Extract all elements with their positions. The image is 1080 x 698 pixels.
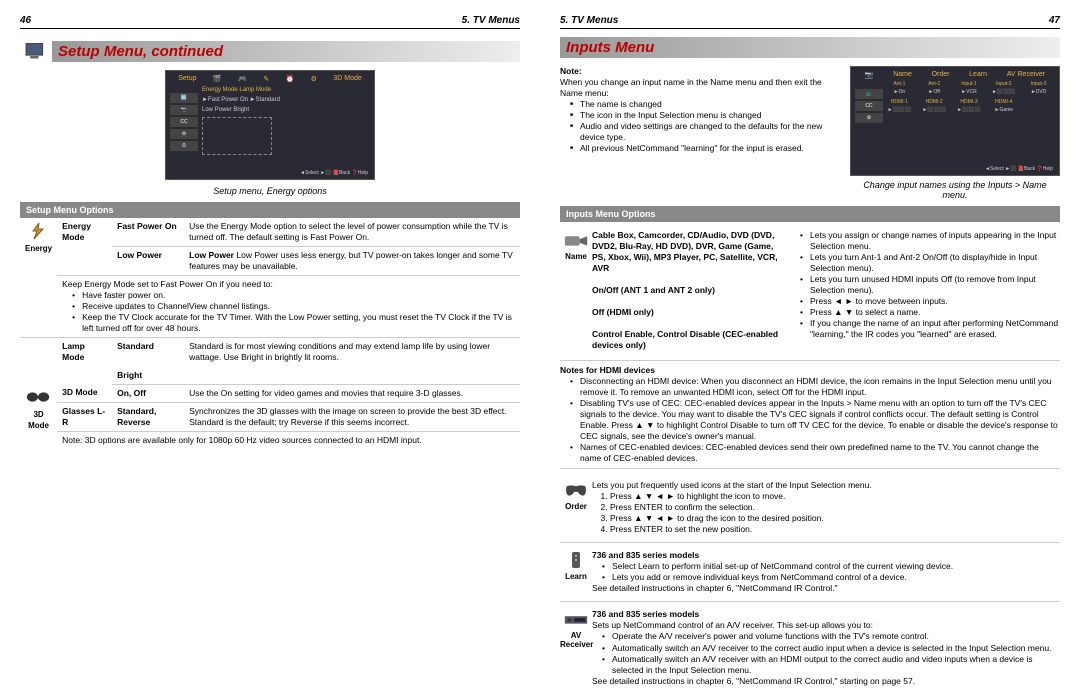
setup-options-table: Energy Energy Mode Fast Power On Use the… <box>20 218 520 449</box>
receiver-icon <box>563 609 589 629</box>
section-title-bar: Inputs Menu <box>560 37 1060 58</box>
page-header-left: 46 5. TV Menus <box>20 15 520 29</box>
camcorder-icon <box>563 230 589 250</box>
page-number: 46 <box>20 15 31 26</box>
page-right: 5. TV Menus 47 Inputs Menu Note: When yo… <box>540 0 1080 698</box>
energy-bullets: Have faster power on. Receive updates to… <box>62 290 515 334</box>
glasses-icon <box>25 387 51 407</box>
remote-icon <box>563 550 589 570</box>
page-left: 46 5. TV Menus Setup Menu, continued Set… <box>0 0 540 698</box>
gamepad-icon <box>563 480 589 500</box>
page-header-right: 5. TV Menus 47 <box>560 15 1060 29</box>
tv-screenshot-inputs: 📷NameOrderLearnAV Receiver 📺CC⚙ Ant-1Ant… <box>850 66 1060 176</box>
chapter-label: 5. TV Menus <box>560 15 618 26</box>
monitor-icon <box>20 37 52 66</box>
tv-screenshot-energy: Setup🎬🎮✎⏰⚙3D Mode 🔤📷CC⚙⏱ Energy Mode Lam… <box>165 70 375 180</box>
screenshot-caption: Change input names using the Inputs > Na… <box>850 180 1060 200</box>
lightning-icon <box>25 221 51 241</box>
screenshot-caption: Setup menu, Energy options <box>20 186 520 196</box>
section-title-bar: Setup Menu, continued <box>52 41 520 62</box>
table-header: Inputs Menu Options <box>560 206 1060 222</box>
table-header: Setup Menu Options <box>20 202 520 218</box>
chapter-label: 5. TV Menus <box>462 15 520 26</box>
section-title: Inputs Menu <box>566 39 654 56</box>
section-title: Setup Menu, continued <box>58 43 223 60</box>
page-number: 47 <box>1049 15 1060 26</box>
note-block: Note: When you change an input name in t… <box>560 66 840 154</box>
